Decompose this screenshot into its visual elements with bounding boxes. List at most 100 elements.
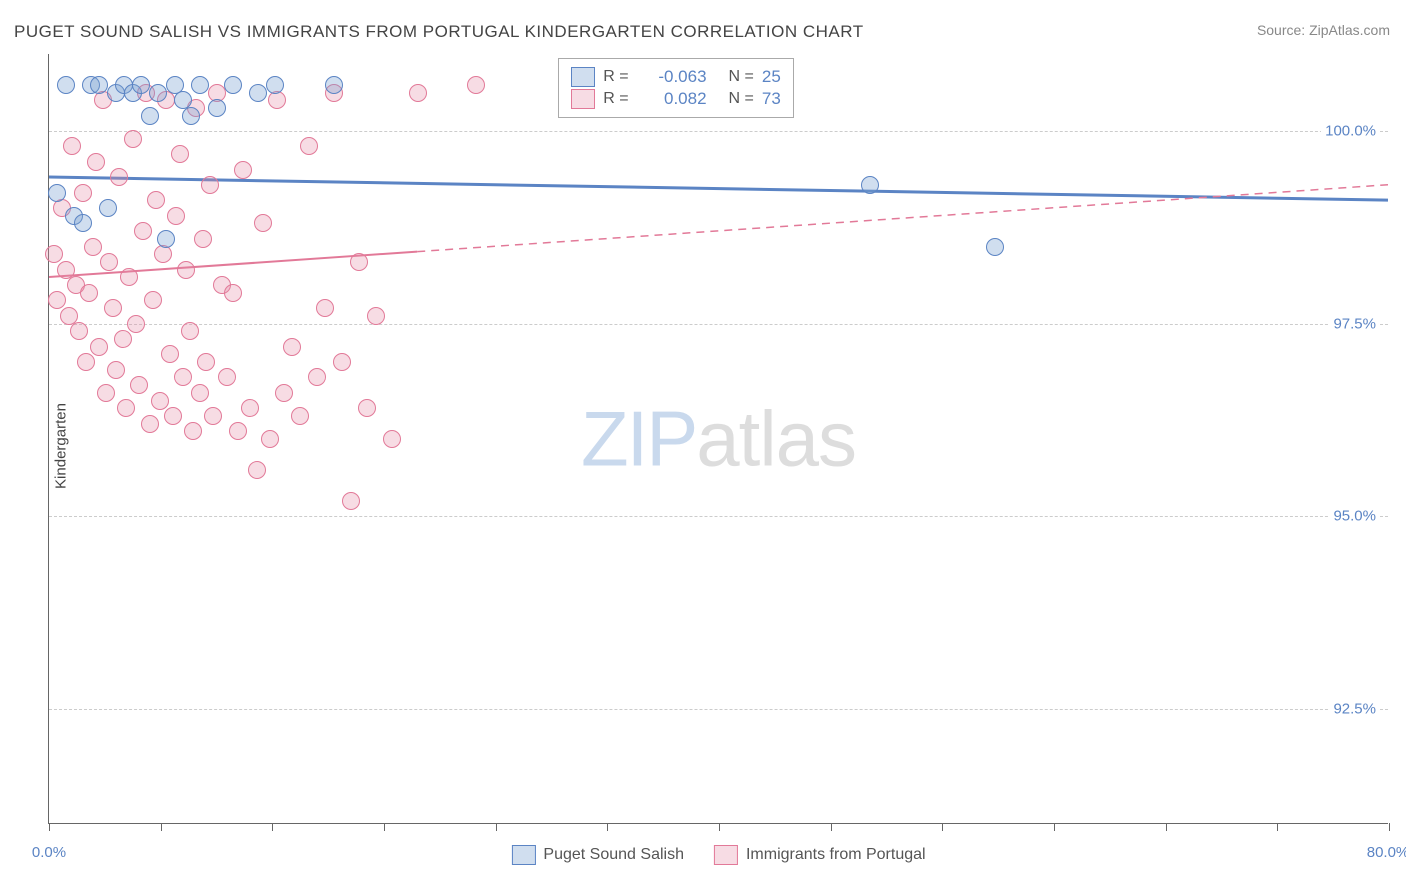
data-point-portugal <box>124 130 142 148</box>
data-point-portugal <box>141 415 159 433</box>
legend-item-salish: Puget Sound Salish <box>511 845 684 865</box>
data-point-portugal <box>333 353 351 371</box>
data-point-portugal <box>350 253 368 271</box>
x-tick <box>719 823 720 831</box>
swatch-salish-icon <box>571 67 595 87</box>
data-point-salish <box>986 238 1004 256</box>
x-tick <box>49 823 50 831</box>
data-point-salish <box>208 99 226 117</box>
swatch-portugal <box>714 845 738 865</box>
data-point-salish <box>861 176 879 194</box>
data-point-portugal <box>248 461 266 479</box>
data-point-salish <box>325 76 343 94</box>
data-point-portugal <box>367 307 385 325</box>
data-point-portugal <box>342 492 360 510</box>
data-point-salish <box>90 76 108 94</box>
data-point-portugal <box>151 392 169 410</box>
x-tick <box>607 823 608 831</box>
data-point-portugal <box>90 338 108 356</box>
data-point-portugal <box>97 384 115 402</box>
data-point-portugal <box>204 407 222 425</box>
data-point-salish <box>99 199 117 217</box>
data-point-portugal <box>194 230 212 248</box>
swatch-salish <box>511 845 535 865</box>
data-point-portugal <box>308 368 326 386</box>
x-tick <box>831 823 832 831</box>
data-point-portugal <box>74 184 92 202</box>
x-tick <box>1277 823 1278 831</box>
data-point-portugal <box>229 422 247 440</box>
data-point-portugal <box>218 368 236 386</box>
data-point-portugal <box>80 284 98 302</box>
data-point-portugal <box>174 368 192 386</box>
data-point-salish <box>249 84 267 102</box>
data-point-portugal <box>63 137 81 155</box>
data-point-portugal <box>234 161 252 179</box>
data-point-portugal <box>147 191 165 209</box>
data-point-portugal <box>241 399 259 417</box>
gridline <box>49 324 1388 325</box>
data-point-portugal <box>154 245 172 263</box>
data-point-portugal <box>87 153 105 171</box>
data-point-salish <box>182 107 200 125</box>
data-point-portugal <box>275 384 293 402</box>
legend-r-value-portugal: 0.082 <box>637 89 707 109</box>
legend-n-label: N = <box>729 68 754 86</box>
series-legend: Puget Sound Salish Immigrants from Portu… <box>511 845 925 865</box>
data-point-portugal <box>84 238 102 256</box>
x-tick <box>1054 823 1055 831</box>
data-point-portugal <box>224 284 242 302</box>
data-point-portugal <box>107 361 125 379</box>
chart-title: PUGET SOUND SALISH VS IMMIGRANTS FROM PO… <box>14 22 864 42</box>
data-point-salish <box>132 76 150 94</box>
data-point-salish <box>57 76 75 94</box>
legend-item-portugal: Immigrants from Portugal <box>714 845 926 865</box>
data-point-portugal <box>181 322 199 340</box>
data-point-portugal <box>144 291 162 309</box>
data-point-portugal <box>254 214 272 232</box>
watermark-atlas: atlas <box>696 394 856 482</box>
x-tick <box>384 823 385 831</box>
data-point-salish <box>157 230 175 248</box>
data-point-portugal <box>120 268 138 286</box>
data-point-salish <box>48 184 66 202</box>
data-point-portugal <box>104 299 122 317</box>
x-axis-max-label: 80.0% <box>1367 844 1406 861</box>
data-point-portugal <box>283 338 301 356</box>
legend-r-value-salish: -0.063 <box>637 67 707 87</box>
source-attribution: Source: ZipAtlas.com <box>1257 22 1390 38</box>
data-point-portugal <box>134 222 152 240</box>
data-point-portugal <box>201 176 219 194</box>
data-point-salish <box>191 76 209 94</box>
legend-r-label: R = <box>603 68 628 86</box>
data-point-portugal <box>167 207 185 225</box>
gridline <box>49 131 1388 132</box>
legend-n-value-salish: 25 <box>762 67 781 87</box>
y-tick-label: 97.5% <box>1329 315 1380 332</box>
chart-area: ZIPatlas R =-0.063N =25R =0.082N =73 Pug… <box>48 54 1388 824</box>
data-point-portugal <box>467 76 485 94</box>
data-point-portugal <box>110 168 128 186</box>
data-point-portugal <box>191 384 209 402</box>
data-point-salish <box>224 76 242 94</box>
data-point-portugal <box>358 399 376 417</box>
x-tick <box>1166 823 1167 831</box>
data-point-portugal <box>70 322 88 340</box>
x-tick <box>272 823 273 831</box>
data-point-portugal <box>316 299 334 317</box>
legend-label-portugal: Immigrants from Portugal <box>746 846 926 864</box>
legend-row-portugal: R =0.082N =73 <box>571 89 781 109</box>
data-point-portugal <box>114 330 132 348</box>
x-tick <box>1389 823 1390 831</box>
data-point-portugal <box>164 407 182 425</box>
legend-n-label: N = <box>729 90 754 108</box>
correlation-legend: R =-0.063N =25R =0.082N =73 <box>558 58 794 118</box>
gridline <box>49 516 1388 517</box>
data-point-portugal <box>291 407 309 425</box>
data-point-portugal <box>171 145 189 163</box>
data-point-portugal <box>300 137 318 155</box>
legend-r-label: R = <box>603 90 628 108</box>
data-point-portugal <box>268 91 286 109</box>
watermark: ZIPatlas <box>581 393 856 484</box>
data-point-portugal <box>161 345 179 363</box>
